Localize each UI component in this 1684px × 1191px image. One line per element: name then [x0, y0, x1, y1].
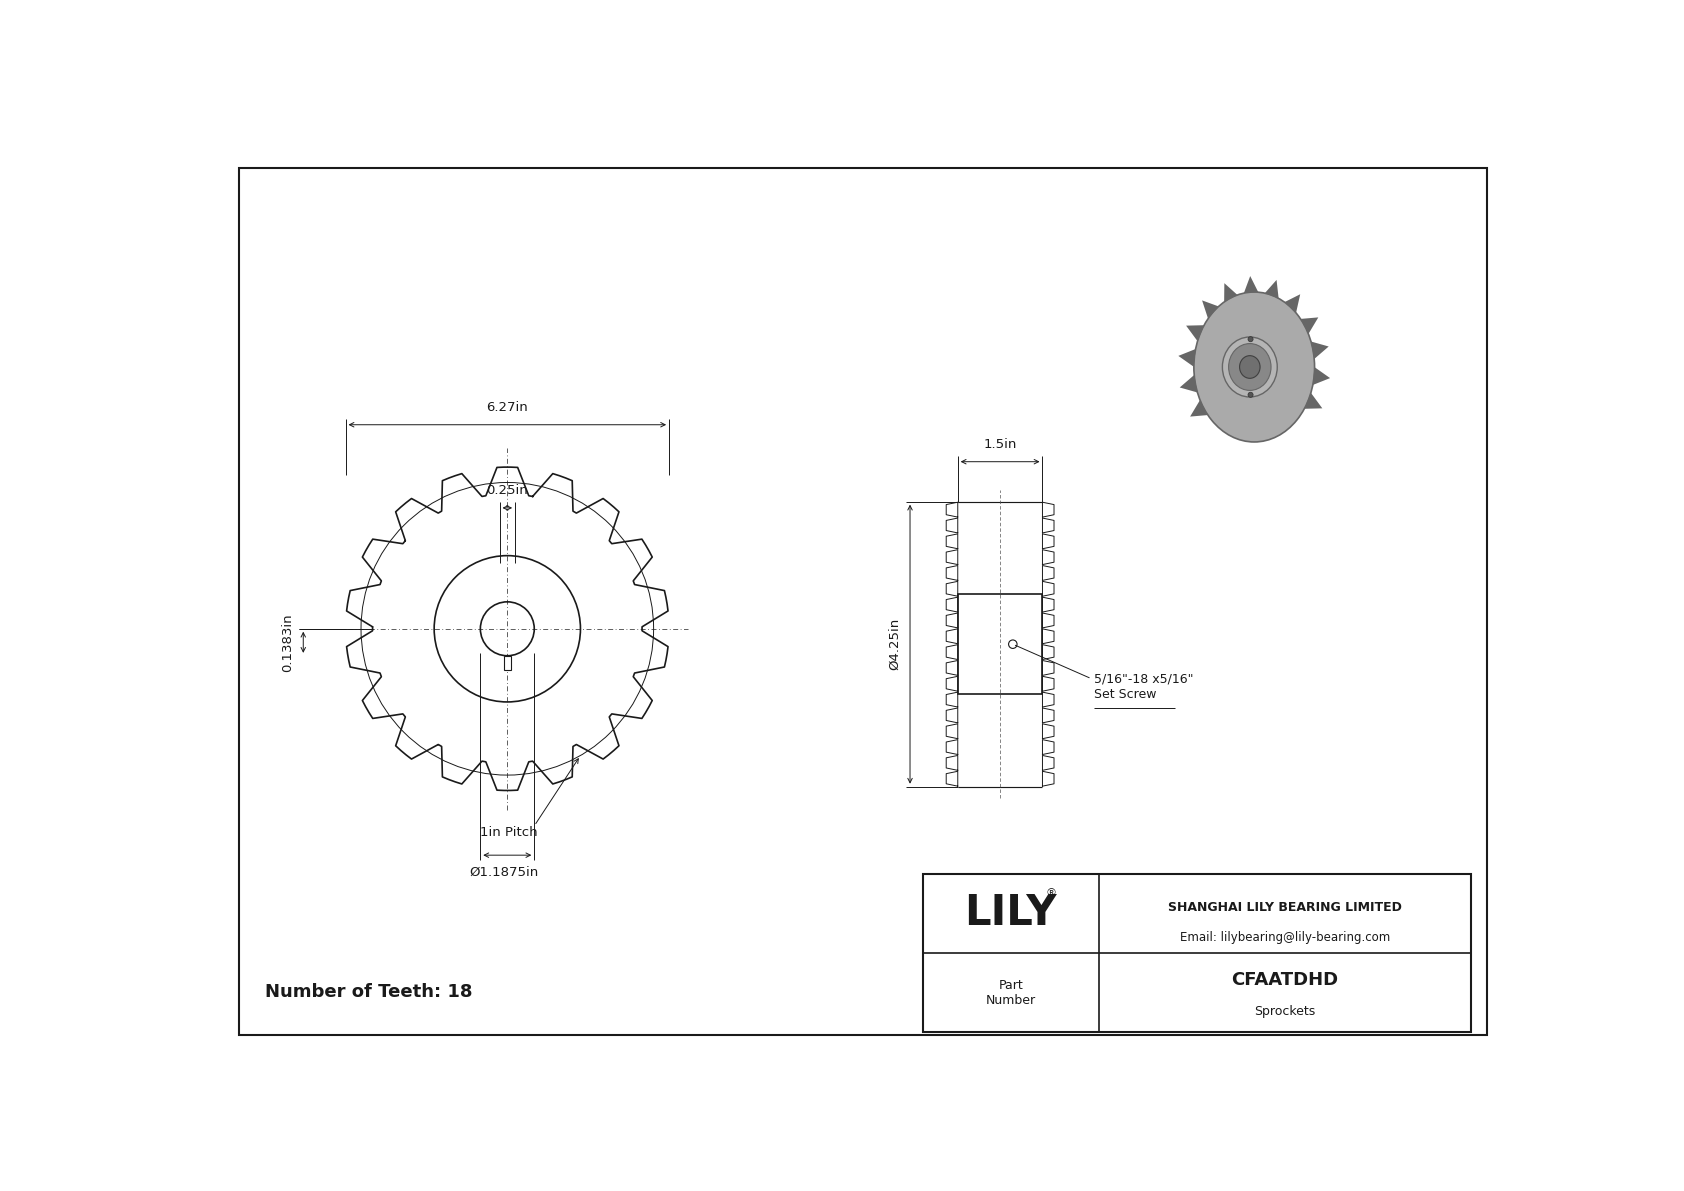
Polygon shape — [1202, 300, 1219, 319]
Bar — [923, 874, 1472, 1033]
Text: LILY: LILY — [965, 892, 1058, 934]
Text: 0.25in: 0.25in — [487, 484, 529, 497]
Text: Sprockets: Sprockets — [1255, 1005, 1315, 1018]
Bar — [504, 656, 510, 669]
Polygon shape — [1310, 342, 1329, 358]
Polygon shape — [1244, 276, 1258, 293]
Polygon shape — [1305, 393, 1322, 409]
Text: 1in Pitch: 1in Pitch — [480, 825, 537, 838]
Ellipse shape — [1223, 337, 1276, 397]
Polygon shape — [1191, 400, 1207, 417]
Text: Number of Teeth: 18: Number of Teeth: 18 — [264, 984, 472, 1002]
Text: Ø1.1875in: Ø1.1875in — [468, 866, 539, 879]
Polygon shape — [1180, 375, 1197, 393]
Text: Ø4.25in: Ø4.25in — [887, 618, 901, 671]
Text: 0.1383in: 0.1383in — [281, 613, 295, 672]
Polygon shape — [1285, 294, 1300, 313]
Text: SHANGHAI LILY BEARING LIMITED: SHANGHAI LILY BEARING LIMITED — [1169, 902, 1401, 913]
Polygon shape — [1265, 280, 1278, 299]
Ellipse shape — [1239, 356, 1260, 379]
Ellipse shape — [1194, 292, 1315, 442]
Text: CFAATDHD: CFAATDHD — [1231, 971, 1339, 990]
Polygon shape — [1186, 325, 1204, 341]
Text: Part
Number: Part Number — [985, 979, 1036, 1006]
Ellipse shape — [1246, 304, 1278, 438]
Polygon shape — [1224, 283, 1238, 303]
Text: Email: lilybearing@lily-bearing.com: Email: lilybearing@lily-bearing.com — [1180, 931, 1389, 944]
Ellipse shape — [1229, 343, 1271, 391]
Polygon shape — [1314, 367, 1330, 385]
Text: 5/16"-18 x5/16"
Set Screw: 5/16"-18 x5/16" Set Screw — [1095, 673, 1194, 700]
Text: 6.27in: 6.27in — [487, 401, 529, 414]
Circle shape — [1248, 337, 1253, 342]
Text: ®: ® — [1046, 888, 1056, 898]
Polygon shape — [1300, 317, 1319, 333]
Polygon shape — [1179, 349, 1196, 367]
Text: 1.5in: 1.5in — [983, 438, 1017, 451]
Circle shape — [1248, 392, 1253, 398]
Bar — [958, 594, 1042, 694]
